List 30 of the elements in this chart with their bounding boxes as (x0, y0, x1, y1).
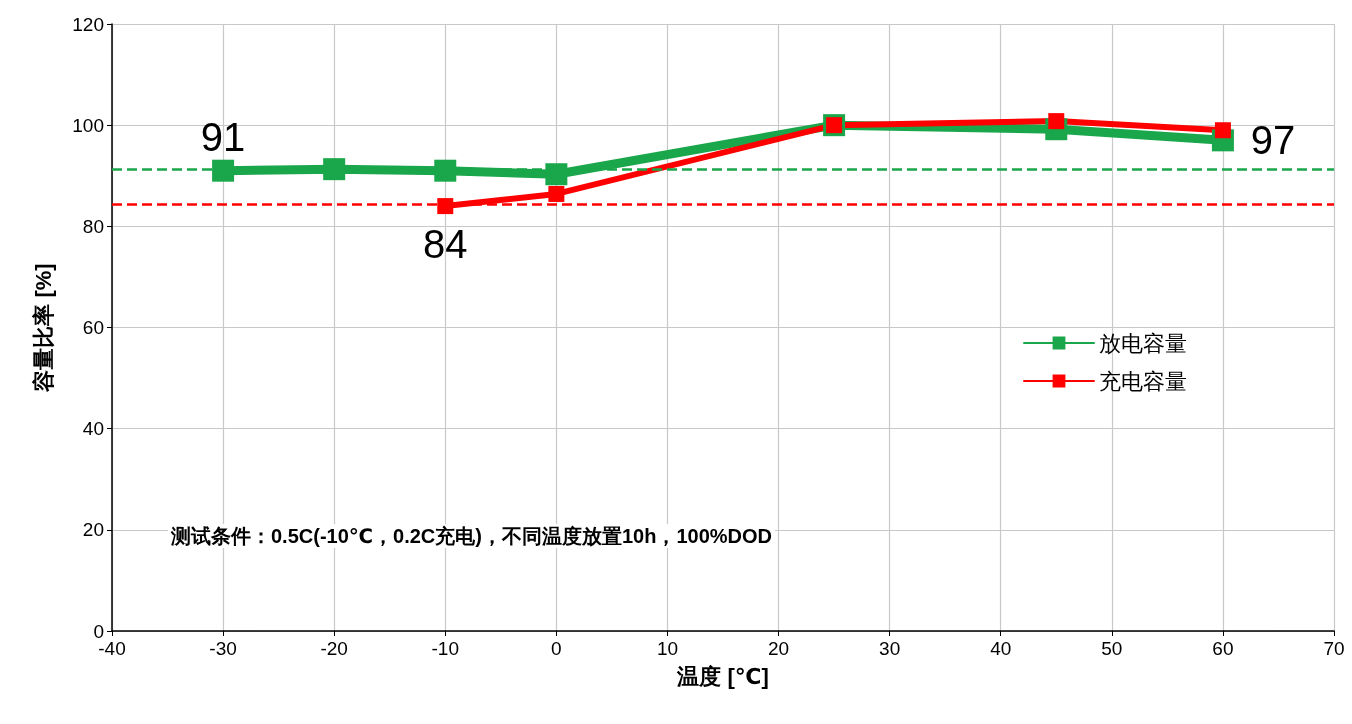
point (212, 159, 235, 182)
point (545, 163, 568, 186)
y-axis-title: 容量比率 [%] (30, 263, 56, 393)
y-tick-label: 40 (82, 418, 104, 440)
x-tick-label: 0 (551, 638, 562, 659)
x-tick-label: 10 (656, 638, 679, 659)
x-tick-label: 50 (1101, 638, 1123, 659)
point (1214, 122, 1231, 139)
y-tick-label: 20 (82, 519, 104, 541)
annotation: 97 (1250, 118, 1296, 163)
x-tick-label: 20 (767, 638, 790, 659)
x-tick-label: -10 (431, 638, 460, 659)
x-tick-label: 30 (879, 638, 901, 659)
x-tick-label: 40 (990, 638, 1012, 659)
x-tick-label: 70 (1323, 638, 1345, 659)
y-tick-label: 120 (72, 13, 104, 35)
y-tick-label: 60 (82, 317, 104, 338)
legend-label: 放电容量 (1099, 330, 1187, 356)
y-tick-label: 100 (72, 114, 104, 136)
point (434, 159, 457, 182)
point (548, 185, 565, 202)
annotation: 84 (423, 222, 468, 267)
annotation: 测试条件：0.5C(-10℃，0.2C充电)，不同温度放置10h，100%DOD (170, 525, 772, 547)
x-tick-label: 60 (1212, 638, 1234, 659)
x-tick-label: -30 (209, 638, 237, 659)
x-tick-label: -20 (320, 638, 348, 659)
legend-label: 充电容量 (1099, 368, 1187, 394)
annotation: 91 (200, 114, 246, 159)
y-tick-label: 80 (82, 215, 104, 237)
x-axis-title: 温度 [℃] (676, 663, 769, 689)
